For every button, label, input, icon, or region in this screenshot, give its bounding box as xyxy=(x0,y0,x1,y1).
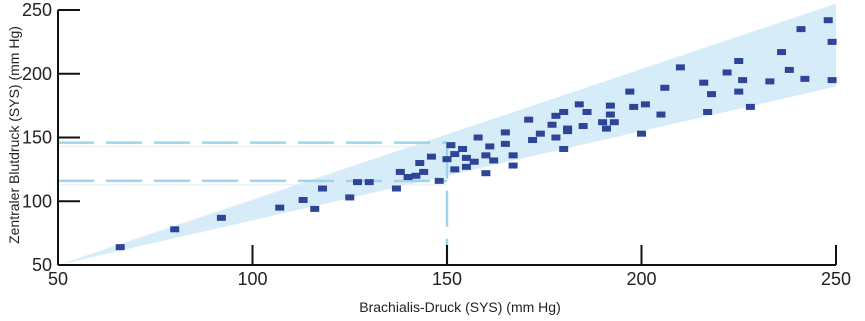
data-point-38 xyxy=(547,121,557,128)
x-tick-label-150: 150 xyxy=(432,269,462,289)
data-point-11 xyxy=(395,168,405,175)
data-point-63 xyxy=(722,69,732,76)
data-point-22 xyxy=(458,145,468,152)
confidence-band xyxy=(58,3,836,265)
data-point-25 xyxy=(469,158,479,165)
data-point-17 xyxy=(434,177,444,184)
y-tick-label-200: 200 xyxy=(22,64,52,84)
data-point-8 xyxy=(353,179,363,186)
axes xyxy=(57,9,837,266)
data-point-73 xyxy=(823,17,833,24)
y-axis-label: Zentraler Blutdruck (SYS) (mm Hg) xyxy=(6,26,22,244)
data-point-23 xyxy=(461,163,471,170)
data-point-58 xyxy=(660,84,670,91)
data-point-18 xyxy=(442,156,452,163)
data-point-62 xyxy=(707,91,717,98)
data-point-30 xyxy=(489,157,499,164)
data-point-50 xyxy=(605,102,615,109)
data-point-10 xyxy=(391,185,401,192)
data-point-65 xyxy=(734,58,744,64)
data-point-32 xyxy=(500,129,510,136)
data-point-3 xyxy=(275,204,285,211)
data-point-12 xyxy=(403,174,413,181)
data-point-72 xyxy=(800,75,810,82)
data-point-7 xyxy=(345,194,355,201)
data-points xyxy=(115,17,837,251)
data-point-31 xyxy=(500,140,510,147)
data-point-28 xyxy=(481,170,491,177)
data-point-20 xyxy=(450,166,460,173)
data-point-19 xyxy=(446,142,456,149)
data-point-44 xyxy=(563,128,573,135)
data-point-52 xyxy=(609,119,619,126)
data-point-75 xyxy=(827,77,837,84)
data-point-6 xyxy=(318,185,328,192)
data-point-1 xyxy=(170,226,180,233)
data-point-47 xyxy=(582,109,592,115)
x-tick-label-100: 100 xyxy=(237,269,267,289)
data-point-59 xyxy=(675,64,685,71)
data-point-68 xyxy=(765,78,775,85)
y-tick-label-250: 250 xyxy=(22,0,52,20)
tick-labels: 50 100 150 200 250 50 100 150 200 250 xyxy=(22,0,851,289)
data-point-54 xyxy=(629,103,639,110)
data-point-9 xyxy=(364,179,374,186)
data-point-0 xyxy=(115,244,125,251)
data-point-36 xyxy=(528,137,538,144)
x-axis-label: Brachialis-Druck (SYS) (mm Hg) xyxy=(359,299,560,315)
data-point-53 xyxy=(625,88,635,95)
data-point-5 xyxy=(310,205,320,212)
data-point-51 xyxy=(605,111,615,118)
data-point-71 xyxy=(796,26,806,33)
data-point-13 xyxy=(411,172,421,179)
data-point-2 xyxy=(216,214,226,221)
data-point-46 xyxy=(578,123,588,130)
data-point-70 xyxy=(784,66,794,73)
data-point-61 xyxy=(703,109,713,115)
confidence-band-area xyxy=(58,3,836,265)
y-tick-label-150: 150 xyxy=(22,128,52,148)
data-point-57 xyxy=(656,111,666,118)
data-point-56 xyxy=(640,101,650,108)
data-point-40 xyxy=(551,112,561,119)
data-point-37 xyxy=(535,130,545,137)
data-point-66 xyxy=(738,77,748,84)
data-point-14 xyxy=(415,160,425,166)
data-point-60 xyxy=(699,79,709,86)
data-point-45 xyxy=(574,101,584,108)
data-point-16 xyxy=(426,153,436,160)
data-point-69 xyxy=(777,49,787,56)
data-point-39 xyxy=(551,134,561,141)
data-point-42 xyxy=(559,109,569,115)
reference-lines xyxy=(58,141,449,265)
data-point-48 xyxy=(598,119,608,126)
data-point-41 xyxy=(559,145,569,152)
data-point-24 xyxy=(461,154,471,161)
data-point-33 xyxy=(508,152,518,159)
data-point-26 xyxy=(473,134,483,141)
data-point-49 xyxy=(601,125,611,132)
data-point-21 xyxy=(450,151,460,158)
data-point-27 xyxy=(481,152,491,159)
y-tick-label-100: 100 xyxy=(22,191,52,211)
data-point-35 xyxy=(524,116,534,123)
data-point-15 xyxy=(419,168,429,175)
x-tick-label-200: 200 xyxy=(626,269,656,289)
data-point-74 xyxy=(827,38,837,45)
x-tick-label-50: 50 xyxy=(48,269,68,289)
data-point-29 xyxy=(485,143,495,150)
y-tick-label-50: 50 xyxy=(32,255,52,275)
data-point-67 xyxy=(745,103,755,110)
data-point-55 xyxy=(637,130,646,137)
data-point-34 xyxy=(508,162,518,169)
data-point-64 xyxy=(734,88,744,95)
x-tick-label-250: 250 xyxy=(821,269,851,289)
data-point-4 xyxy=(298,196,308,203)
